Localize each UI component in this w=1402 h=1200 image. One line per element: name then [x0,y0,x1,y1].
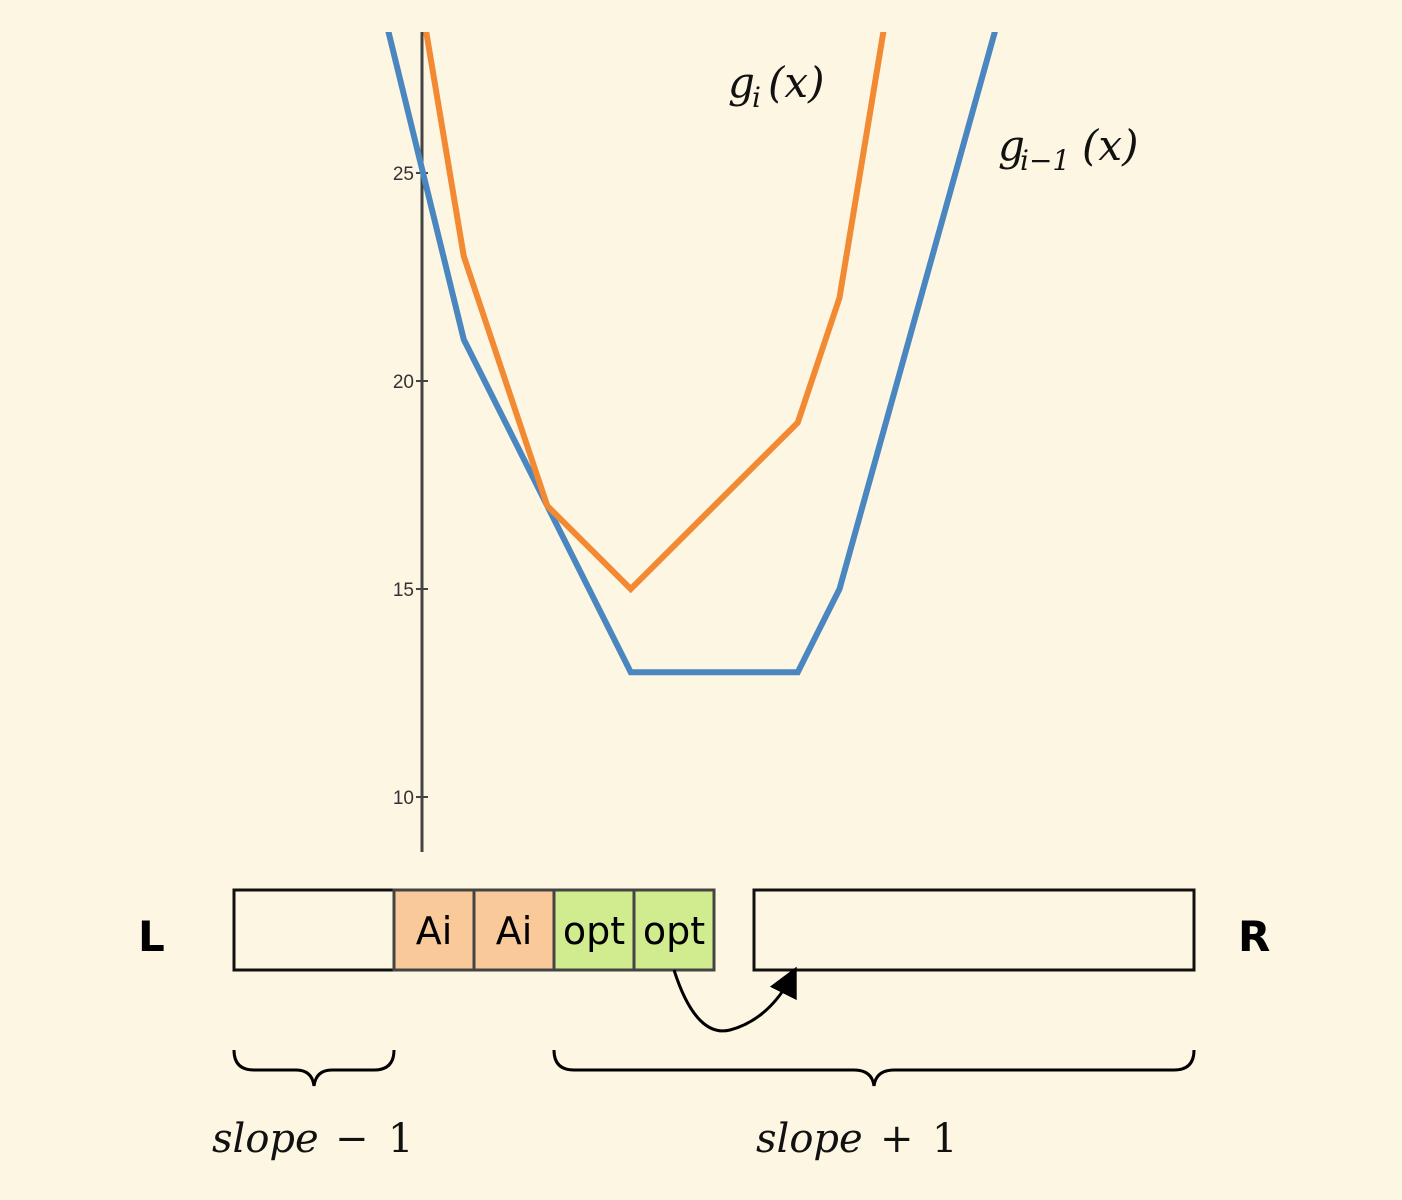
series-label-arg: (x) [768,58,824,107]
array-cell [472,888,556,972]
array-cell-label: Ai [416,909,453,953]
right-brace-num: 1 [932,1116,957,1162]
right-brace-word: slope [756,1116,863,1162]
right-box [752,888,1196,972]
array-diagram: L R Ai Ai opt opt [138,888,1270,1033]
series-label-sub: i−1 [1020,144,1070,177]
y-tick-label: 10 [393,788,414,809]
left-brace-op: − [335,1116,369,1162]
series-line-g-i-minus-1 [385,32,998,676]
array-cell [392,888,476,972]
series-label-main: g [728,58,755,107]
series-label-sub: i [752,81,761,114]
series-label-arg: (x) [1082,121,1138,170]
left-brace-word: slope [212,1116,319,1162]
left-label: L [138,912,165,961]
series-label-g-i: g i (x) [728,58,824,114]
array-cell-label: opt [643,909,705,953]
array-cell-label: opt [563,909,625,953]
array-cell [632,888,716,972]
function-plot: 10 15 20 25 g i (x) g i−1 (x) [385,32,1138,852]
series-label-main: g [998,121,1025,170]
series-lines [385,32,998,676]
left-brace: slope − 1 [212,1049,413,1162]
right-brace-op: + [880,1116,914,1162]
right-brace: slope + 1 [552,1049,1196,1162]
array-cell [552,888,636,972]
right-label: R [1238,912,1270,961]
series-label-g-i-minus-1: g i−1 (x) [998,121,1138,177]
array-cells: Ai Ai opt opt [232,888,716,972]
move-arrow [672,966,797,1033]
array-cell-label: Ai [496,909,533,953]
array-cell [232,888,396,972]
series-line-g-i [423,32,887,594]
y-axis-ticks: 10 15 20 25 [393,164,428,809]
left-brace-num: 1 [388,1116,413,1162]
y-tick-label: 20 [393,372,414,393]
y-tick-label: 25 [393,164,414,185]
y-tick-label: 15 [393,580,414,601]
